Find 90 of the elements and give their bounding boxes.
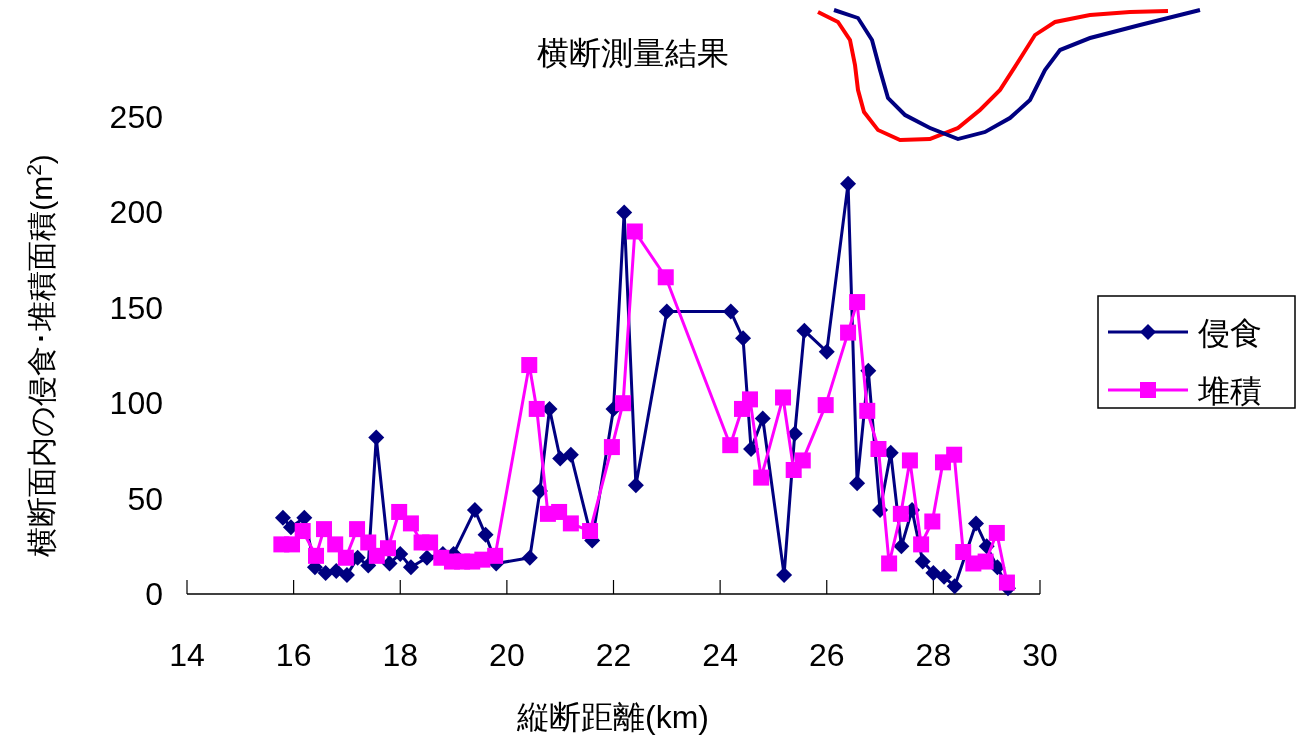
point [775, 389, 792, 406]
x-tick-label: 26 [808, 637, 845, 673]
point [968, 515, 985, 532]
point [551, 503, 568, 520]
point [914, 553, 931, 570]
point [754, 410, 771, 427]
y-tick-label: 200 [109, 194, 163, 231]
x-tick-label: 18 [382, 637, 419, 673]
x-tick-label: 30 [1022, 637, 1058, 673]
point [360, 534, 377, 551]
point [337, 549, 354, 566]
legend-label: 侵食 [1198, 315, 1262, 351]
point [308, 547, 325, 564]
point [294, 523, 311, 540]
point [327, 536, 344, 553]
point [849, 294, 866, 311]
point [391, 503, 408, 520]
point [317, 565, 334, 582]
point [338, 566, 355, 583]
point [893, 538, 910, 555]
point [603, 439, 620, 456]
x-tick-label: 14 [169, 637, 205, 673]
point [913, 536, 930, 553]
point [381, 555, 398, 572]
point [328, 563, 345, 580]
point [722, 437, 739, 454]
point [422, 534, 439, 551]
point [368, 429, 385, 446]
point [859, 402, 876, 419]
point [741, 391, 758, 408]
y-tick-label: 0 [145, 576, 163, 612]
point [794, 452, 811, 469]
y-tick-label: 250 [109, 99, 163, 135]
point [626, 223, 643, 240]
point [840, 175, 857, 192]
point [818, 343, 835, 360]
x-tick-label: 24 [702, 637, 738, 673]
point [817, 397, 834, 414]
y-tick-label: 100 [109, 385, 163, 422]
point [925, 565, 942, 582]
point [881, 555, 898, 572]
point [349, 521, 366, 538]
point [284, 536, 301, 553]
point [870, 440, 887, 457]
point [521, 549, 538, 566]
point [892, 505, 909, 522]
point [477, 526, 494, 543]
point [735, 330, 752, 347]
x-tick-label: 16 [275, 637, 312, 673]
point [796, 322, 813, 339]
point [274, 509, 291, 526]
y-tick-label: 150 [109, 289, 163, 326]
x-tick-label: 28 [915, 637, 952, 673]
point [562, 515, 579, 532]
point [487, 547, 504, 564]
point [658, 303, 675, 320]
point [528, 400, 545, 417]
point [998, 574, 1015, 591]
point [901, 452, 918, 469]
point [562, 446, 579, 463]
point [849, 475, 866, 492]
point [722, 303, 739, 320]
y-tick-label: 50 [127, 480, 163, 517]
point [946, 446, 963, 463]
point [402, 515, 419, 532]
point [753, 469, 770, 486]
point [402, 559, 419, 576]
point [296, 509, 313, 526]
point [627, 477, 644, 494]
point [924, 513, 941, 530]
point [840, 324, 857, 341]
point [552, 450, 569, 467]
chart-title: 横断測量結果 [537, 35, 729, 71]
point [977, 553, 994, 570]
point [615, 395, 632, 412]
point [418, 549, 435, 566]
point [657, 269, 674, 286]
point [582, 523, 599, 540]
x-axis-title: 縦断距離(km) [516, 699, 709, 735]
point [521, 357, 538, 374]
point [988, 524, 1005, 541]
legend-label: 堆積 [1197, 373, 1262, 409]
point [466, 502, 483, 519]
point [616, 204, 633, 221]
x-tick-label: 20 [489, 637, 525, 673]
point [379, 540, 396, 557]
x-tick-label: 22 [595, 637, 632, 673]
point [936, 568, 953, 585]
point [946, 578, 963, 595]
point [316, 521, 333, 538]
